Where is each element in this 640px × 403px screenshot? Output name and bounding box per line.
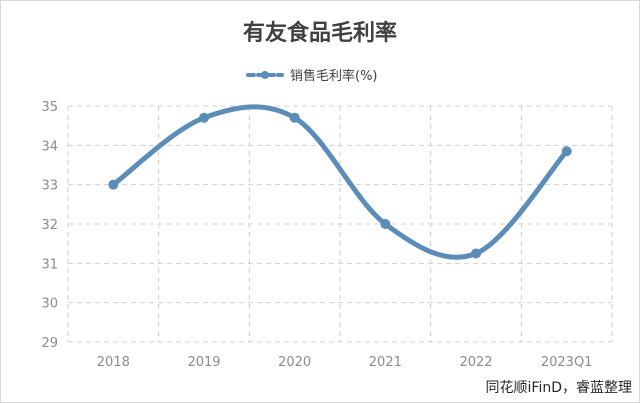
data-point — [108, 179, 119, 190]
x-tick-label: 2019 — [187, 355, 220, 370]
legend-marker-swatch — [261, 71, 269, 79]
chart-title: 有友食品毛利率 — [243, 20, 397, 46]
x-tick-label: 2023Q1 — [541, 355, 593, 370]
y-axis-ticks: 29 30 31 32 33 34 35 — [41, 100, 58, 351]
y-tick-label: 32 — [41, 218, 58, 233]
x-tick-label: 2021 — [369, 355, 402, 370]
grid — [67, 105, 613, 343]
x-tick-label: 2020 — [278, 355, 311, 370]
x-tick-label: 2018 — [97, 355, 130, 370]
y-tick-label: 33 — [41, 179, 58, 194]
data-point — [561, 146, 572, 157]
data-point — [471, 248, 481, 259]
series-layer — [108, 104, 572, 260]
data-point — [289, 112, 300, 123]
series-line — [110, 104, 570, 260]
y-tick-label: 31 — [41, 257, 58, 272]
y-tick-label: 29 — [41, 336, 58, 351]
x-tick-label: 2022 — [459, 355, 492, 370]
data-point — [380, 219, 391, 229]
y-tick-label: 30 — [41, 297, 58, 312]
data-point — [199, 112, 209, 123]
y-tick-label: 34 — [41, 139, 58, 154]
y-tick-label: 35 — [41, 100, 58, 115]
legend-label: 销售毛利率(%) — [290, 68, 378, 84]
x-axis-ticks: 2018 2019 2020 2021 2022 2023Q1 — [97, 355, 593, 370]
source-note: 同花顺iFinD，睿蓝整理 — [486, 380, 632, 396]
legend: 销售毛利率(%) — [246, 68, 378, 84]
